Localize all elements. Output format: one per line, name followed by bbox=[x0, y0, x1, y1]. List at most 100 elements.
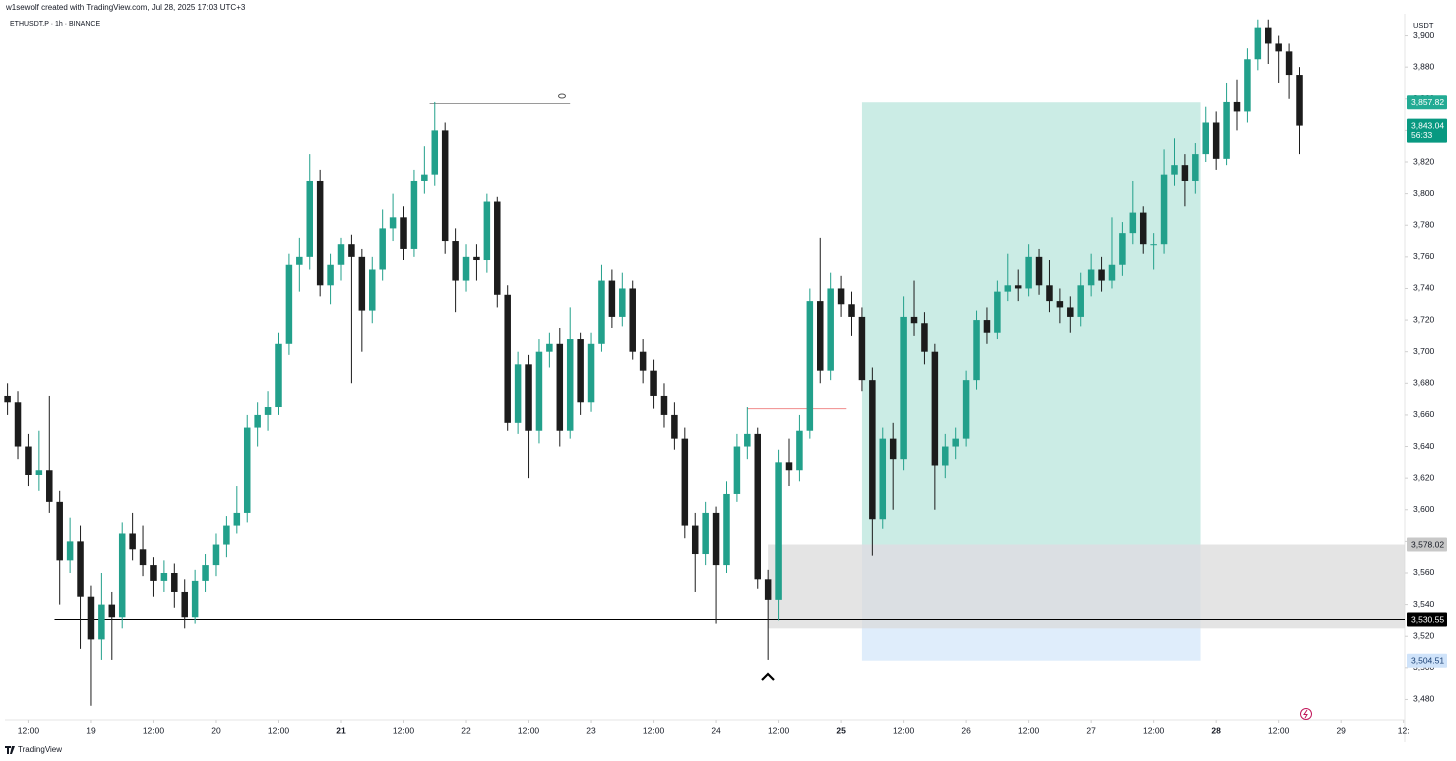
candle-body bbox=[608, 280, 616, 317]
candle-body bbox=[1265, 27, 1272, 44]
currency: USDT bbox=[1413, 21, 1434, 30]
candle-body bbox=[1067, 307, 1074, 317]
candle-body bbox=[494, 201, 501, 295]
candle-body bbox=[108, 604, 116, 618]
hline-label: 3,530.55 bbox=[1411, 614, 1444, 624]
candle-body bbox=[806, 301, 814, 431]
brand: TradingView bbox=[18, 745, 62, 754]
candle-body bbox=[566, 339, 574, 431]
candle-body bbox=[254, 414, 261, 428]
candle-body bbox=[441, 130, 449, 242]
profit-zone bbox=[861, 102, 1201, 545]
candle-body bbox=[556, 343, 564, 431]
candle-body bbox=[452, 241, 459, 281]
candle-body bbox=[369, 269, 376, 311]
alert-bolt bbox=[1303, 709, 1308, 719]
candle-body bbox=[348, 244, 355, 257]
candle-body bbox=[796, 430, 803, 471]
x-tick-label: 12:00 bbox=[268, 725, 290, 735]
candle-body bbox=[1150, 244, 1157, 246]
candle-body bbox=[296, 256, 303, 265]
candle-body bbox=[1275, 43, 1282, 52]
x-tick-label: 20 bbox=[211, 725, 221, 735]
x-tick-label: 12:00 bbox=[143, 725, 165, 735]
candle-body bbox=[337, 244, 345, 265]
candle-body bbox=[629, 288, 636, 352]
eye-icon bbox=[558, 93, 566, 99]
candle-body bbox=[181, 591, 188, 618]
y-tick-label: 3,640 bbox=[1413, 441, 1435, 451]
x-tick-label: 25 bbox=[836, 725, 846, 735]
candle-body bbox=[46, 470, 53, 502]
candle-body bbox=[4, 395, 11, 403]
candle-body bbox=[98, 604, 105, 640]
y-tick-label: 3,680 bbox=[1413, 378, 1435, 388]
candle-body bbox=[837, 288, 845, 305]
candle-body bbox=[139, 549, 147, 566]
candle-body bbox=[619, 288, 626, 317]
candle-body bbox=[1046, 285, 1053, 302]
alert-icon[interactable] bbox=[1300, 708, 1312, 720]
y-tick-label: 3,740 bbox=[1413, 283, 1435, 293]
axes: 3,4803,5003,5203,5403,5603,5803,6003,620… bbox=[18, 30, 1447, 735]
plot bbox=[4, 19, 1405, 706]
candle-body bbox=[1212, 122, 1220, 159]
y-tick-label: 3,760 bbox=[1413, 251, 1435, 261]
candle-body bbox=[817, 301, 824, 371]
x-tick-label: 12:00 bbox=[1018, 725, 1040, 735]
chart-title: ETHUSDT.P · 1h · BINANCE bbox=[10, 21, 100, 28]
candle-body bbox=[723, 493, 730, 566]
candle-body bbox=[775, 462, 782, 600]
candle-body bbox=[1035, 256, 1043, 286]
candle-body bbox=[1119, 233, 1126, 265]
candle-body bbox=[379, 228, 386, 270]
stop-label: 3,504.51 bbox=[1411, 655, 1444, 665]
candle-body bbox=[535, 351, 543, 431]
candle-body bbox=[358, 256, 366, 311]
candle-body bbox=[431, 130, 439, 175]
y-tick-label: 3,780 bbox=[1413, 219, 1435, 229]
candle-body bbox=[233, 512, 241, 526]
credit: w1sewolf created with TradingView.com, J… bbox=[5, 3, 246, 12]
candle-body bbox=[858, 316, 866, 381]
entry-label-box bbox=[1407, 537, 1447, 552]
x-tick-label: 28 bbox=[1211, 725, 1221, 735]
candle-body bbox=[587, 343, 595, 403]
candle-body bbox=[921, 323, 928, 352]
candle-body bbox=[1254, 27, 1262, 60]
candle-body bbox=[87, 596, 95, 640]
candle-body bbox=[327, 264, 334, 286]
x-tick-label: 12:00 bbox=[18, 725, 40, 735]
candle-body bbox=[1296, 75, 1303, 126]
candle-body bbox=[129, 533, 136, 550]
candle-body bbox=[462, 256, 470, 281]
candle-body bbox=[744, 433, 751, 447]
candle-body bbox=[1014, 285, 1022, 289]
candle-body bbox=[1244, 59, 1251, 112]
target-label-box bbox=[1407, 95, 1447, 110]
candle-body bbox=[77, 541, 84, 597]
candle-body bbox=[56, 501, 63, 561]
candle-body bbox=[546, 343, 553, 352]
candle-body bbox=[879, 438, 887, 520]
candle-body bbox=[1056, 301, 1064, 308]
candle-body bbox=[223, 525, 230, 545]
candle-body bbox=[202, 565, 209, 581]
x-tick-label: 12:00 bbox=[393, 725, 415, 735]
candle-body bbox=[577, 339, 584, 403]
candle-body bbox=[639, 351, 647, 371]
stop-label-box bbox=[1407, 653, 1447, 668]
candle-body bbox=[973, 320, 980, 381]
candle-body bbox=[1160, 174, 1168, 245]
candle-body bbox=[1181, 165, 1189, 181]
candle-body bbox=[869, 380, 876, 520]
candle-body bbox=[1202, 122, 1209, 155]
candle-body bbox=[316, 180, 324, 286]
candle-body bbox=[514, 364, 522, 423]
hline-label-box bbox=[1407, 612, 1447, 627]
x-tick-label: 21 bbox=[336, 725, 346, 735]
candle-body bbox=[931, 351, 939, 466]
candle-body bbox=[1004, 285, 1012, 292]
